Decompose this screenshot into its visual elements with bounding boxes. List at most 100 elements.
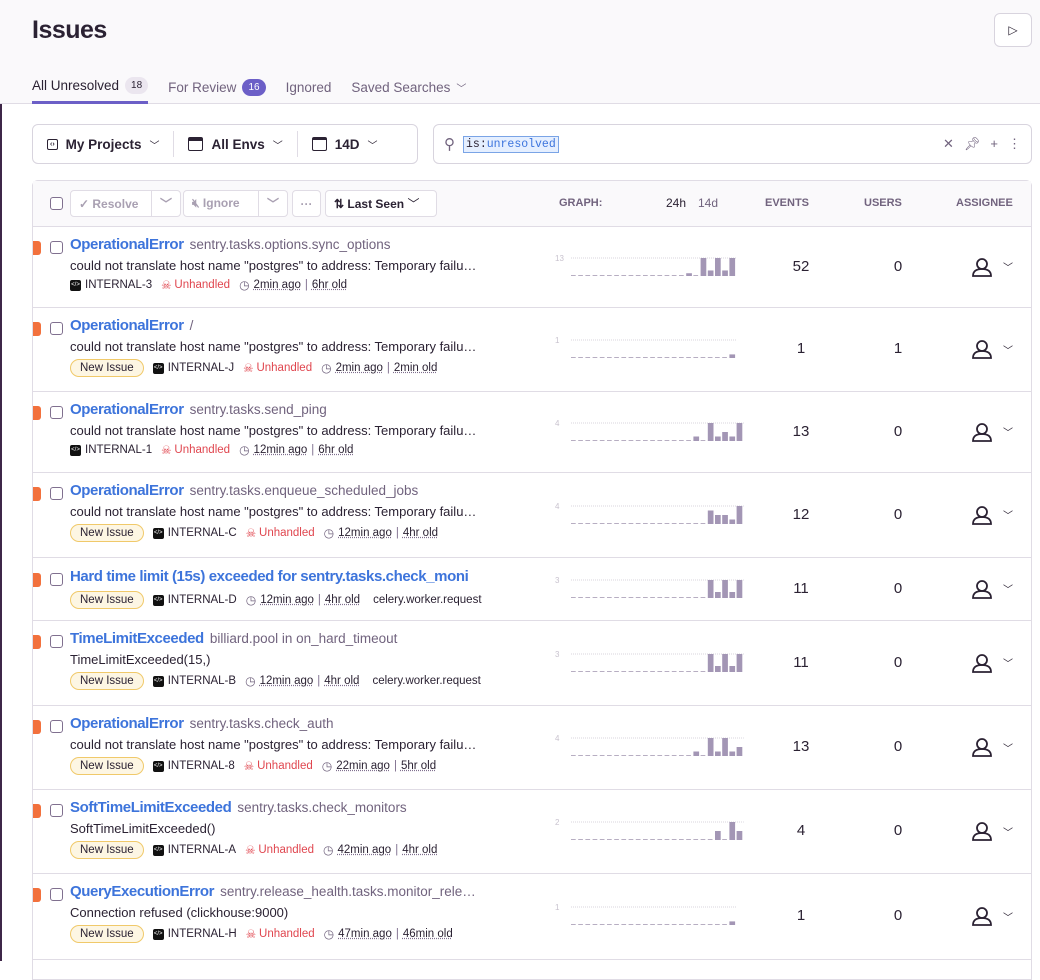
- event-sparkline: 4: [555, 502, 744, 524]
- issue-checkbox[interactable]: [50, 888, 63, 901]
- play-button[interactable]: ▷: [994, 13, 1032, 47]
- issue-row[interactable]: OperationalError sentry.tasks.options.syn…: [33, 227, 1031, 308]
- sparkline-bar: [729, 822, 736, 840]
- tab-ignored[interactable]: Ignored: [286, 70, 332, 104]
- issue-title[interactable]: Hard time limit (15s) exceeded for sentr…: [70, 568, 469, 585]
- issue-row[interactable]: OperationalError sentry.tasks.send_ping co…: [33, 392, 1031, 473]
- search-input[interactable]: ⚲ is:unresolved ✕ 📌︎ + ⋮: [433, 124, 1032, 164]
- sparkline-bar: [693, 522, 699, 524]
- graph-14d-toggle[interactable]: 14d: [698, 196, 719, 210]
- tab-all-unresolved[interactable]: All Unresolved 18: [32, 70, 149, 104]
- sparkline-bar: [657, 924, 663, 925]
- select-all-checkbox[interactable]: [50, 197, 63, 210]
- sparkline-bar: [715, 357, 720, 358]
- short-id[interactable]: INTERNAL-H: [167, 928, 237, 940]
- assignee-selector[interactable]: ﹀: [971, 653, 1013, 673]
- issue-title[interactable]: OperationalError sentry.tasks.enqueue_sch…: [70, 482, 419, 499]
- sparkline-bar: [707, 839, 713, 840]
- graph-24h-toggle[interactable]: 24h: [666, 196, 687, 210]
- more-icon[interactable]: ⋮: [1008, 136, 1021, 151]
- sparkline-bar: [578, 839, 583, 840]
- clock-icon: ◷: [239, 278, 250, 292]
- first-seen: 4hr old: [402, 527, 439, 539]
- search-token[interactable]: is:unresolved: [463, 135, 559, 153]
- issue-checkbox[interactable]: [50, 573, 63, 586]
- sparkline-bar: [671, 357, 677, 358]
- issue-row[interactable]: OperationalError / could not translate hos…: [33, 308, 1031, 392]
- sparkline-max-label: 13: [555, 254, 564, 263]
- issue-checkbox[interactable]: [50, 322, 63, 335]
- short-id[interactable]: INTERNAL-J: [167, 362, 235, 374]
- add-icon[interactable]: +: [990, 136, 998, 151]
- tab-saved-searches[interactable]: Saved Searches ﹀: [351, 70, 466, 104]
- issue-row[interactable]: OperationalError sentry.tasks.check_auth c…: [33, 706, 1031, 790]
- more-actions-button[interactable]: ···: [292, 190, 321, 217]
- issue-title[interactable]: OperationalError sentry.tasks.send_ping: [70, 401, 327, 418]
- chevron-down-icon: ﹀: [1003, 659, 1013, 670]
- assignee-selector[interactable]: ﹀: [971, 737, 1013, 757]
- sparkline-bar: [635, 670, 641, 672]
- issue-checkbox[interactable]: [50, 720, 63, 733]
- sparkline-bar: [679, 596, 684, 598]
- issue-row[interactable]: OperationalError sentry.tasks.enqueue_sch…: [33, 473, 1031, 558]
- sparkline-bar: [693, 839, 699, 840]
- user-icon: [972, 257, 992, 277]
- short-id[interactable]: INTERNAL-C: [167, 527, 237, 539]
- date-selector[interactable]: 14D ﹀: [298, 131, 392, 157]
- issue-row[interactable]: TimeLimitExceeded billiard.pool in on_har…: [33, 621, 1031, 706]
- issue-checkbox[interactable]: [50, 804, 63, 817]
- issue-checkbox[interactable]: [50, 487, 63, 500]
- sparkline-bar: [621, 755, 627, 756]
- tab-for-review[interactable]: For Review 16: [168, 70, 266, 104]
- short-id[interactable]: INTERNAL-A: [167, 844, 237, 856]
- assignee-selector[interactable]: ﹀: [971, 579, 1013, 599]
- issue-title[interactable]: OperationalError /: [70, 317, 194, 334]
- assignee-selector[interactable]: ﹀: [971, 505, 1013, 525]
- issue-row[interactable]: Hard time limit (15s) exceeded for sentr…: [33, 558, 1031, 621]
- sparkline-bar: [578, 670, 583, 672]
- ignore-button[interactable]: 🔇︎ Ignore ﹀: [183, 190, 288, 217]
- assignee-selector[interactable]: ﹀: [971, 339, 1013, 359]
- sparkline-bar: [671, 670, 677, 672]
- sparkline-bar: [657, 439, 663, 441]
- assignee-selector[interactable]: ﹀: [971, 821, 1013, 841]
- unhandled-label: Unhandled: [174, 444, 231, 456]
- short-id[interactable]: INTERNAL-8: [167, 760, 235, 772]
- sparkline-bar: [722, 738, 728, 756]
- environment-selector[interactable]: All Envs ﹀: [174, 131, 298, 157]
- clock-icon: ◷: [321, 759, 333, 773]
- assignee-selector[interactable]: ﹀: [971, 906, 1013, 926]
- sparkline-bar: [614, 274, 619, 276]
- issue-checkbox[interactable]: [50, 406, 63, 419]
- sparkline-bar: [671, 924, 677, 925]
- issue-title[interactable]: SoftTimeLimitExceeded sentry.tasks.check_…: [70, 799, 407, 816]
- clear-icon[interactable]: ✕: [942, 136, 954, 151]
- assignee-selector[interactable]: ﹀: [971, 257, 1013, 277]
- issue-checkbox[interactable]: [50, 241, 63, 254]
- pin-icon[interactable]: 📌︎: [963, 136, 981, 151]
- issue-meta: New Issue </> INTERNAL-C ☠ Unhandled ◷ 12min a…: [70, 524, 438, 542]
- resolve-button[interactable]: ✓ Resolve ﹀: [70, 190, 181, 217]
- short-id[interactable]: INTERNAL-B: [167, 675, 237, 687]
- short-id[interactable]: INTERNAL-3: [85, 279, 153, 291]
- assignee-selector[interactable]: ﹀: [971, 422, 1013, 442]
- sparkline-bar: [607, 924, 612, 925]
- issue-title[interactable]: OperationalError sentry.tasks.options.syn…: [70, 236, 391, 253]
- project-icon: </>: [152, 928, 164, 940]
- sparkline-bar: [592, 357, 598, 358]
- short-id[interactable]: INTERNAL-1: [85, 444, 153, 456]
- sparkline-bar: [585, 839, 591, 840]
- event-sparkline: 1: [555, 903, 737, 925]
- issue-title[interactable]: QueryExecutionError sentry.release_health…: [70, 883, 476, 900]
- chevron-down-icon: ﹀: [1003, 428, 1013, 439]
- issue-row[interactable]: QueryExecutionError sentry.release_health…: [33, 874, 1031, 960]
- short-id[interactable]: INTERNAL-D: [167, 594, 237, 606]
- issue-title[interactable]: TimeLimitExceeded billiard.pool in on_har…: [70, 630, 398, 647]
- sort-button[interactable]: ⇅ Last Seen ﹀: [325, 190, 437, 217]
- new-issue-badge: New Issue: [70, 672, 144, 690]
- issue-checkbox[interactable]: [50, 635, 63, 648]
- issue-title[interactable]: OperationalError sentry.tasks.check_auth: [70, 715, 334, 732]
- project-selector[interactable]: ‹› My Projects ﹀: [33, 131, 175, 157]
- issue-row[interactable]: SoftTimeLimitExceeded sentry.tasks.check_…: [33, 790, 1031, 874]
- sparkline-bar: [635, 755, 641, 756]
